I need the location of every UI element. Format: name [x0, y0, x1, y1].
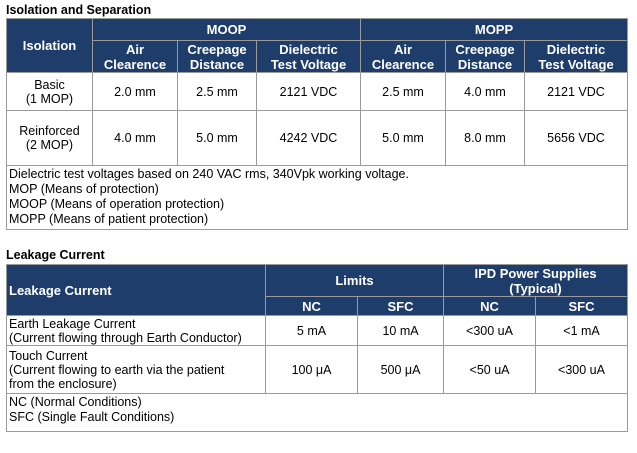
cell-value: 2.5 mm — [177, 72, 257, 111]
leakage-section-title: Leakage Current — [6, 248, 105, 262]
cell-value: 2121 VDC — [256, 72, 361, 111]
cell-value: <300 uA — [443, 315, 537, 346]
table-row: Earth Leakage Current (Current flowing th… — [6, 315, 629, 346]
cell-value: 4.0 mm — [92, 110, 178, 166]
table-row: Basic (1 MOP) 2.0 mm 2.5 mm 2121 VDC 2.5 … — [6, 72, 629, 111]
cell-value: 2121 VDC — [523, 72, 629, 111]
isolation-notes: Dielectric test voltages based on 240 VA… — [5, 165, 629, 230]
note-line: SFC (Single Fault Conditions) — [9, 410, 175, 424]
cell-value: 5 mA — [265, 315, 358, 346]
cell-value: 500 μA — [356, 345, 445, 394]
cell-value: 4.0 mm — [445, 72, 525, 111]
row-label-touch-current: Touch Current (Current flowing to earth v… — [6, 345, 266, 394]
header-ipd-nc: NC — [443, 296, 537, 316]
header-limits-nc: NC — [265, 296, 358, 316]
row-label-basic: Basic (1 MOP) — [6, 72, 93, 111]
header-moop-creepage: Creepage Distance — [177, 40, 257, 73]
header-leakage-current: Leakage Current — [6, 264, 266, 316]
header-mopp-air: Air Clearence — [360, 40, 446, 73]
header-moop-dielectric: Dielectric Test Voltage — [256, 40, 361, 73]
cell-value: 10 mA — [356, 315, 445, 346]
cell-value: 5656 VDC — [523, 110, 629, 166]
cell-value: <1 mA — [535, 315, 629, 346]
note-line: MOP (Means of protection) — [9, 182, 159, 196]
cell-value: <50 uA — [443, 345, 537, 394]
header-limits: Limits — [264, 264, 445, 297]
header-mopp: MOPP — [359, 18, 629, 41]
row-label-reinforced: Reinforced (2 MOP) — [6, 110, 93, 166]
note-line: MOPP (Means of patient protection) — [9, 212, 209, 226]
header-isolation: Isolation — [6, 18, 93, 73]
table-row: Touch Current (Current flowing to earth v… — [6, 345, 629, 394]
cell-value: 5.0 mm — [177, 110, 257, 166]
header-mopp-creepage: Creepage Distance — [445, 40, 525, 73]
cell-value: 5.0 mm — [360, 110, 446, 166]
cell-value: 2.5 mm — [360, 72, 446, 111]
row-label-earth-leakage: Earth Leakage Current (Current flowing th… — [6, 315, 266, 346]
isolation-section-title: Isolation and Separation — [6, 3, 152, 17]
cell-value: 4242 VDC — [256, 110, 361, 166]
cell-value: 100 μA — [265, 345, 358, 394]
note-line: MOOP (Means of operation protection) — [9, 197, 225, 211]
header-limits-sfc: SFC — [356, 296, 445, 316]
cell-value: 2.0 mm — [92, 72, 178, 111]
leakage-notes: NC (Normal Conditions) SFC (Single Fault… — [5, 393, 629, 432]
header-ipd-sfc: SFC — [535, 296, 629, 316]
header-ipd-power-supplies: IPD Power Supplies (Typical) — [443, 264, 629, 297]
cell-value: <300 uA — [535, 345, 629, 394]
header-mopp-dielectric: Dielectric Test Voltage — [523, 40, 629, 73]
cell-value: 8.0 mm — [445, 110, 525, 166]
leakage-table: Leakage Current Limits IPD Power Supplie… — [5, 264, 629, 432]
header-moop: MOOP — [92, 18, 361, 41]
note-line: NC (Normal Conditions) — [9, 395, 142, 409]
isolation-table: Isolation MOOP MOPP Air Clearence Creepag… — [5, 18, 629, 230]
note-line: Dielectric test voltages based on 240 VA… — [9, 167, 409, 181]
header-moop-air: Air Clearence — [92, 40, 178, 73]
table-row: Reinforced (2 MOP) 4.0 mm 5.0 mm 4242 VDC… — [6, 110, 629, 166]
